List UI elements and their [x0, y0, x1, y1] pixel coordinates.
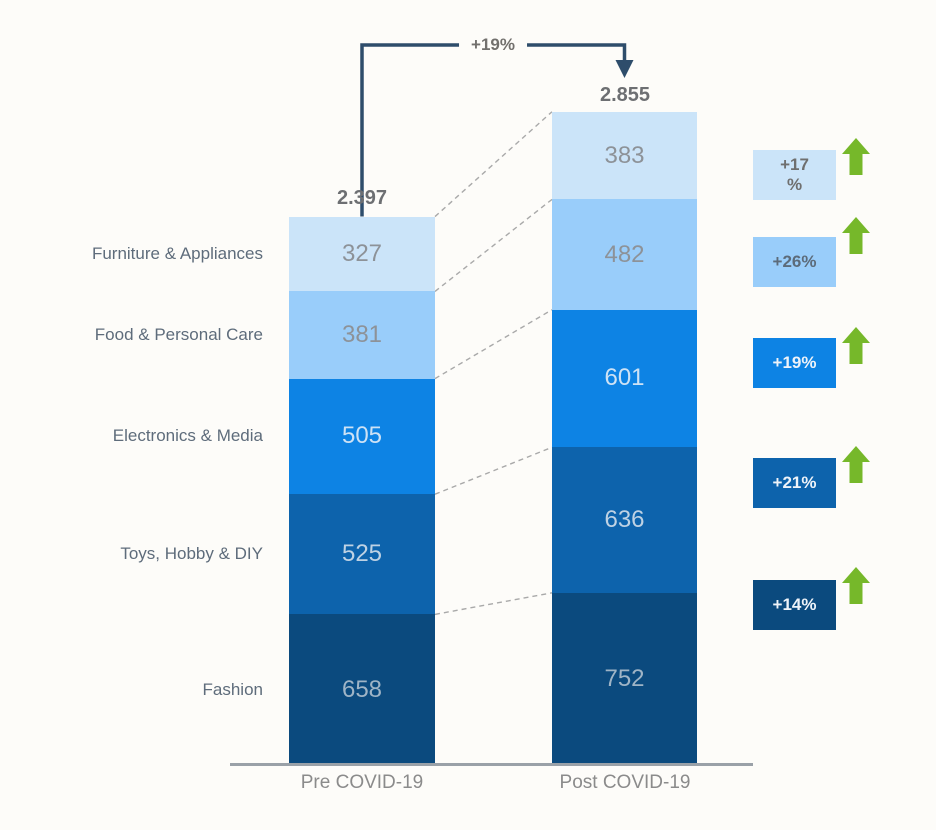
- category-label-4: Fashion: [202, 679, 263, 699]
- segment-connector-line: [434, 198, 553, 292]
- bar-segment-pre-3: 525: [289, 494, 435, 615]
- bar-segment-post-0: 383: [552, 111, 697, 200]
- up-arrow-icon: [842, 446, 870, 483]
- change-badge-4: +14%: [753, 580, 836, 630]
- category-label-2: Electronics & Media: [112, 426, 263, 446]
- change-badge-3: +21%: [753, 458, 836, 508]
- bar-segment-pre-4: 658: [289, 614, 435, 765]
- x-axis-line: [230, 763, 753, 766]
- pre-total-label: 2.397: [336, 187, 388, 209]
- segment-connector-line: [434, 111, 553, 218]
- bracket-arrowhead-icon: [615, 60, 634, 78]
- category-label-0: Furniture & Appliances: [91, 243, 263, 263]
- category-label-3: Toys, Hobby & DIY: [120, 544, 263, 564]
- bar-segment-pre-1: 381: [289, 291, 435, 379]
- up-arrow-icon: [842, 217, 870, 254]
- segment-value: 381: [341, 320, 383, 348]
- bar-segment-pre-0: 327: [289, 216, 435, 292]
- segment-connector-line: [434, 446, 553, 495]
- segment-connector-line: [434, 309, 553, 380]
- bar-segment-post-3: 636: [552, 447, 697, 593]
- segment-value: 482: [604, 240, 645, 268]
- up-arrow-icon: [842, 327, 870, 364]
- segment-value: 525: [341, 540, 383, 568]
- axis-label-post: Post COVID-19: [559, 772, 691, 793]
- segment-value: 601: [604, 364, 645, 392]
- segment-value: 327: [341, 239, 383, 267]
- segment-value: 383: [604, 141, 645, 169]
- bar-segment-pre-2: 505: [289, 378, 435, 495]
- segment-value: 636: [604, 506, 645, 534]
- segment-value: 658: [341, 675, 383, 703]
- total-change-label: +19%: [459, 35, 527, 55]
- category-label-1: Food & Personal Care: [94, 325, 263, 344]
- segment-value: 505: [341, 422, 383, 450]
- segment-connector-line: [434, 592, 553, 616]
- up-arrow-icon: [842, 567, 870, 604]
- up-arrow-icon: [842, 138, 870, 175]
- segment-value: 752: [604, 664, 645, 692]
- bar-segment-post-2: 601: [552, 309, 697, 448]
- change-badge-0: +17 %: [753, 150, 836, 200]
- post-total-label: 2.855: [599, 84, 651, 106]
- bar-segment-post-4: 752: [552, 592, 697, 765]
- axis-label-pre: Pre COVID-19: [300, 772, 424, 793]
- change-badge-1: +26%: [753, 237, 836, 287]
- bar-segment-post-1: 482: [552, 199, 697, 310]
- change-badge-2: +19%: [753, 338, 836, 388]
